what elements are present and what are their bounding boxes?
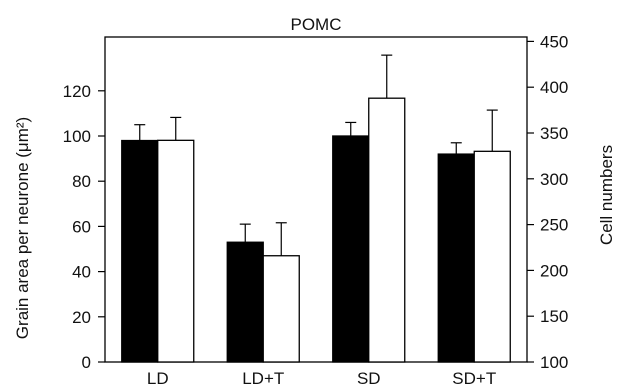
bar-open bbox=[262, 255, 300, 363]
left-tick-label: 80 bbox=[72, 172, 91, 191]
category-label: LD+T bbox=[242, 369, 284, 387]
bar-filled bbox=[437, 153, 475, 363]
left-axis-ticks: 0 20 40 60 80 100 120 bbox=[63, 82, 105, 372]
left-axis-label: Grain area per neurone (μm²) bbox=[13, 117, 32, 339]
left-tick-label: 120 bbox=[63, 82, 91, 101]
right-axis-label: Cell numbers bbox=[597, 145, 616, 245]
chart-title: POMC bbox=[291, 15, 342, 34]
left-tick-label: 40 bbox=[72, 263, 91, 282]
right-tick-label: 250 bbox=[540, 216, 568, 235]
right-tick-label: 200 bbox=[540, 261, 568, 280]
left-tick-label: 60 bbox=[72, 217, 91, 236]
right-tick-label: 350 bbox=[540, 124, 568, 143]
plot-frame bbox=[104, 36, 528, 363]
bar-filled bbox=[332, 135, 370, 363]
right-tick-label: 400 bbox=[540, 78, 568, 97]
bar-open bbox=[157, 139, 195, 363]
right-tick-label: 300 bbox=[540, 170, 568, 189]
right-axis-ticks: 100 150 200 250 300 350 400 450 bbox=[527, 32, 568, 372]
left-tick-label: 20 bbox=[72, 308, 91, 327]
right-tick-label: 450 bbox=[540, 32, 568, 51]
category-label: SD+T bbox=[452, 369, 496, 387]
left-tick-label: 100 bbox=[63, 127, 91, 146]
category-label: LD bbox=[147, 369, 169, 387]
bar-open bbox=[473, 150, 511, 363]
bar-open bbox=[368, 97, 406, 363]
right-tick-label: 100 bbox=[540, 353, 568, 372]
left-tick-label: 0 bbox=[82, 353, 91, 372]
bar-filled bbox=[121, 139, 159, 363]
category-label: SD bbox=[357, 369, 381, 387]
bar-filled bbox=[226, 241, 264, 363]
right-tick-label: 150 bbox=[540, 307, 568, 326]
category-labels: LD LD+T SD SD+T bbox=[147, 369, 496, 387]
bars bbox=[121, 54, 511, 363]
